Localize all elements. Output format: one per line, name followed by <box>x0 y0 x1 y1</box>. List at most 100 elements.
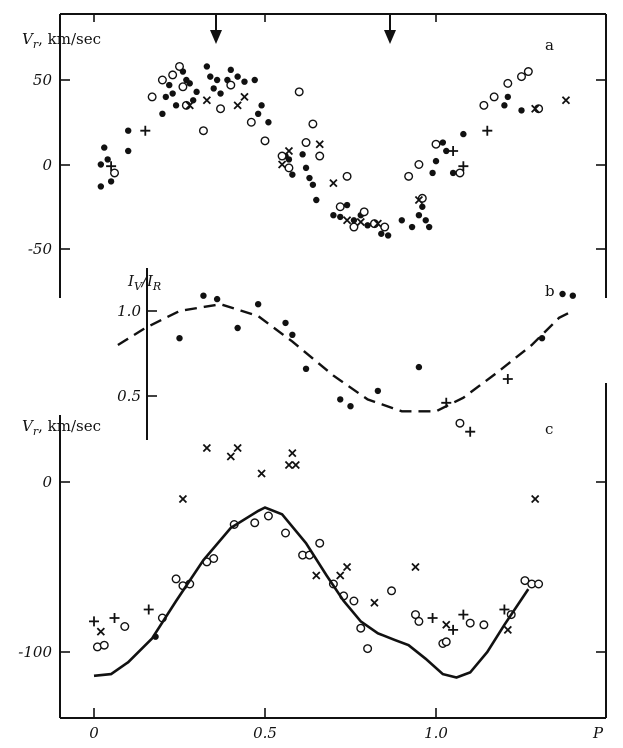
panel-c-open-circle-point <box>120 622 130 632</box>
tick-label-c-0: 0 <box>42 473 52 491</box>
panel-c-open-circle-point <box>479 620 489 630</box>
panel-a-open-circle-point <box>246 117 256 127</box>
panel-a-open-circle-point <box>174 61 184 71</box>
panel-b-plus-point <box>465 426 476 437</box>
panel-b-dot-point <box>289 331 296 338</box>
panel-c-open-circle-point <box>99 640 109 650</box>
panel-c-cross-point <box>370 598 379 607</box>
panel-a-dot-point <box>104 156 111 163</box>
panel-a-open-circle-point <box>479 100 489 110</box>
panel-a-dot-point <box>159 110 166 118</box>
panel-b-dot-point <box>302 365 310 372</box>
panel-a-open-circle-point <box>308 119 318 129</box>
xtick-label-05: 0.5 <box>253 724 277 742</box>
panel-a-dot-point <box>350 217 358 224</box>
panel-a-dot-point <box>443 147 450 155</box>
panel-a-plus-point <box>458 161 469 172</box>
panel-b-yticks: 1.0 0.5 <box>117 302 157 405</box>
panel-c-cross-point <box>202 443 211 453</box>
panel-c-solid-curve <box>93 506 530 679</box>
panel-a-plus-point <box>448 145 459 156</box>
panel-a-open-circle-point <box>455 168 465 178</box>
arrow-down-icon <box>384 14 396 44</box>
panel-a-dot-point <box>343 201 351 209</box>
panel-a-dot-point <box>125 127 132 134</box>
panel-b-dashed-curve <box>117 302 574 413</box>
panel-c-cross-point <box>531 494 540 504</box>
panel-b-dot-point <box>415 363 423 371</box>
panel-a-cross-point <box>185 101 194 110</box>
ylabel-b-den-sub: R <box>152 280 161 293</box>
panel-a-dot-point <box>227 66 234 74</box>
panel-a-open-circle-point <box>404 171 414 181</box>
tick-label-b-05: 0.5 <box>117 387 141 405</box>
panel-c-cross-point <box>226 452 235 461</box>
panel-a-dot-point <box>265 119 272 126</box>
panel-a-open-circle-point <box>335 202 345 212</box>
panel-a-plus-point <box>482 125 493 136</box>
panel-a-dot-point <box>172 102 180 109</box>
panel-c-cross-point <box>411 562 420 572</box>
tick-label-a-m50: -50 <box>28 240 53 258</box>
axes-frame <box>59 13 607 719</box>
ylabel-a-units: , km/sec <box>38 30 101 48</box>
panel-a-dot-point <box>364 222 371 229</box>
panel-a-open-circle-point <box>414 159 424 169</box>
panel-a-cross-point <box>202 96 211 105</box>
panel-a-dot-point <box>313 196 320 204</box>
panel-c-plus-point <box>89 616 99 627</box>
panel-a-open-circle-point <box>168 70 178 80</box>
ylabel-b-num-sub: V <box>134 280 143 293</box>
panel-a-open-circle-point <box>315 151 325 161</box>
tick-label-a-50: 50 <box>33 71 53 89</box>
panel-b-open-circle-point <box>455 418 465 428</box>
panel-a-cross-point <box>329 178 338 188</box>
panel-a-dot-point <box>518 107 525 114</box>
panel-a-open-circle-point <box>110 168 120 178</box>
panel-a-dot-point <box>166 81 173 89</box>
panel-c-plus-point <box>458 609 469 620</box>
panel-c-open-circle-point <box>263 511 273 521</box>
panel-a-open-circle-point <box>260 136 270 146</box>
panel-c-cross-point <box>503 625 512 635</box>
panel-a-open-circle-point <box>489 92 499 102</box>
panel-a-dot-point <box>251 76 258 84</box>
panel-c-open-circle-point <box>349 596 359 606</box>
panel-a-plus-point <box>140 125 151 136</box>
panel-a-dot-point <box>419 203 426 210</box>
panel-a-open-circle-point <box>523 67 533 77</box>
panel-b-dot-point <box>234 324 241 332</box>
panel-a-open-circle-point <box>359 207 369 217</box>
panel-label-a: a <box>545 36 554 54</box>
panel-a-dot-point <box>97 183 105 190</box>
panel-a-dot-point <box>309 181 317 188</box>
panel-b-dot-point <box>200 292 207 299</box>
ylabel-c-sub: r <box>33 425 39 438</box>
panel-a-dot-point <box>101 144 108 151</box>
panel-a-dot-point <box>501 102 508 109</box>
panel-c-open-circle-point <box>209 554 219 564</box>
panel-a-open-circle-point <box>294 87 304 97</box>
panel-label-c: c <box>545 420 553 438</box>
panel-a-dot-point <box>285 156 293 163</box>
panel-a-open-circle-point <box>178 82 188 92</box>
panel-a-open-circle-point <box>216 104 226 114</box>
panel-a-open-circle-point <box>301 138 311 148</box>
panel-c-ylabel: Vr, km/sec <box>22 417 101 438</box>
panel-a-dot-point <box>398 217 405 224</box>
panel-a-open-circle-point <box>417 193 427 203</box>
panel-a-dot-point <box>213 76 221 84</box>
panel-b-dot-point <box>569 292 576 299</box>
panel-a-open-circle-point <box>431 139 441 149</box>
panel-a-dot-point <box>422 217 429 224</box>
panel-c-open-circle-point <box>356 623 366 633</box>
panel-a-cross-point <box>356 217 365 227</box>
panel-a-open-circle-point <box>503 78 513 88</box>
panel-c-plus-point <box>448 624 459 635</box>
panel-c-cross-point <box>336 571 345 580</box>
panel-a-dot-point <box>439 139 447 146</box>
panel-a-dot-point <box>169 90 176 97</box>
xtick-label-0: 0 <box>89 724 99 742</box>
panel-a-cross-point <box>240 92 249 102</box>
panel-c-open-circle-point <box>465 618 475 628</box>
